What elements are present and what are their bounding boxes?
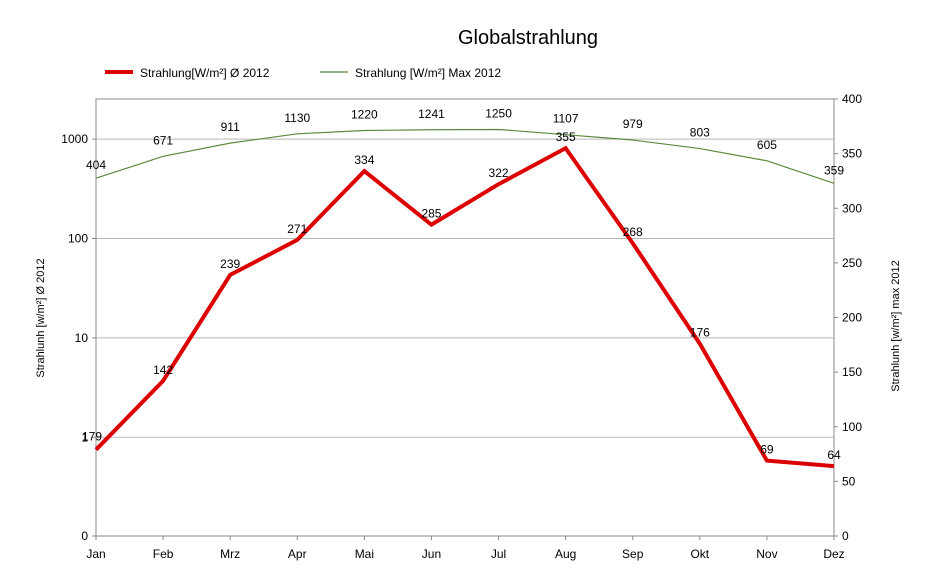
data-label-avg: 334	[354, 153, 374, 167]
data-label-avg: 142	[153, 363, 173, 377]
data-label-avg: 271	[287, 222, 307, 236]
right-tick-label: 300	[842, 201, 862, 215]
left-axis: 0 1 10 100 1000	[61, 132, 96, 543]
data-label-max: 911	[221, 120, 240, 134]
right-tick-label: 200	[842, 311, 862, 325]
left-tick-label: 10	[75, 331, 89, 345]
data-label-max: 1241	[418, 107, 445, 121]
data-label-max: 1130	[284, 111, 310, 125]
x-axis: Jan Feb Mrz Apr Mai Jun Jul Aug Sep Okt Nov Dez	[86, 536, 845, 561]
left-tick-label: 100	[68, 232, 88, 246]
data-label-avg: 179	[82, 430, 102, 444]
left-tick-label: 1	[81, 430, 88, 444]
right-axis: 0 50 100 150 200 250 300 350 400	[834, 92, 862, 543]
right-tick-label: 100	[842, 420, 862, 434]
data-label-avg: 355	[556, 130, 576, 144]
x-tick-label: Mrz	[220, 547, 240, 561]
gridlines	[96, 138, 834, 438]
series	[94, 128, 835, 469]
data-label-max: 404	[86, 158, 106, 172]
left-axis-label: Strahlunh [w/m²] Ø 2012	[35, 258, 47, 377]
data-label-max: 1250	[485, 106, 512, 120]
right-tick-label: 50	[842, 474, 856, 488]
data-label-avg: 268	[623, 225, 643, 239]
data-label-avg: 64	[827, 448, 841, 462]
data-label-max: 803	[690, 126, 710, 140]
x-tick-label: Dez	[823, 547, 844, 561]
x-tick-label: Aug	[555, 547, 576, 561]
data-label-avg: 285	[421, 207, 441, 221]
x-tick-label: Jun	[422, 547, 441, 561]
right-tick-label: 150	[842, 365, 862, 379]
data-label-max: 1220	[351, 108, 378, 122]
data-label-max: 359	[824, 163, 844, 177]
data-label-max: 979	[623, 117, 643, 131]
right-axis-label: Strahlunh [w/m²] max 2012	[890, 260, 902, 391]
left-tick-label: 0	[81, 529, 88, 543]
right-tick-label: 350	[842, 147, 862, 161]
data-label-max: 1107	[553, 112, 579, 126]
legend-label-max: Strahlung [W/m²] Max 2012	[355, 66, 501, 80]
x-tick-label: Mai	[355, 547, 374, 561]
right-tick-label: 400	[842, 92, 862, 106]
x-tick-label: Jul	[491, 547, 506, 561]
chart-title: Globalstrahlung	[458, 27, 598, 49]
data-label-max: 605	[757, 138, 777, 152]
x-tick-label: Okt	[690, 547, 709, 561]
series-line-max	[95, 128, 835, 184]
x-tick-label: Nov	[756, 547, 777, 561]
data-label-avg: 69	[760, 443, 774, 457]
data-label-avg: 239	[220, 257, 240, 271]
x-tick-label: Sep	[622, 547, 644, 561]
left-tick-label: 1000	[61, 132, 88, 146]
legend-label-avg: Strahlung[W/m²] Ø 2012	[140, 66, 270, 80]
x-tick-label: Feb	[153, 547, 174, 561]
legend: Strahlung[W/m²] Ø 2012 Strahlung [W/m²] …	[105, 66, 501, 80]
data-label-avg: 176	[690, 326, 710, 340]
data-labels: 404 671 911 1130 1220 1241 1250 1107 979 803 605 35…	[82, 106, 844, 462]
x-tick-label: Apr	[288, 547, 307, 561]
right-tick-label: 250	[842, 256, 862, 270]
data-label-max: 671	[153, 133, 173, 147]
x-tick-label: Jan	[86, 547, 105, 561]
series-line-avg	[94, 145, 835, 469]
data-label-avg: 322	[489, 166, 509, 180]
plot-area	[95, 98, 835, 537]
right-tick-label: 0	[842, 529, 849, 543]
